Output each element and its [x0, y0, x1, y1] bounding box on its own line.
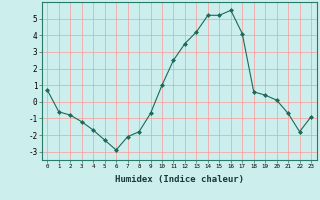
X-axis label: Humidex (Indice chaleur): Humidex (Indice chaleur): [115, 175, 244, 184]
